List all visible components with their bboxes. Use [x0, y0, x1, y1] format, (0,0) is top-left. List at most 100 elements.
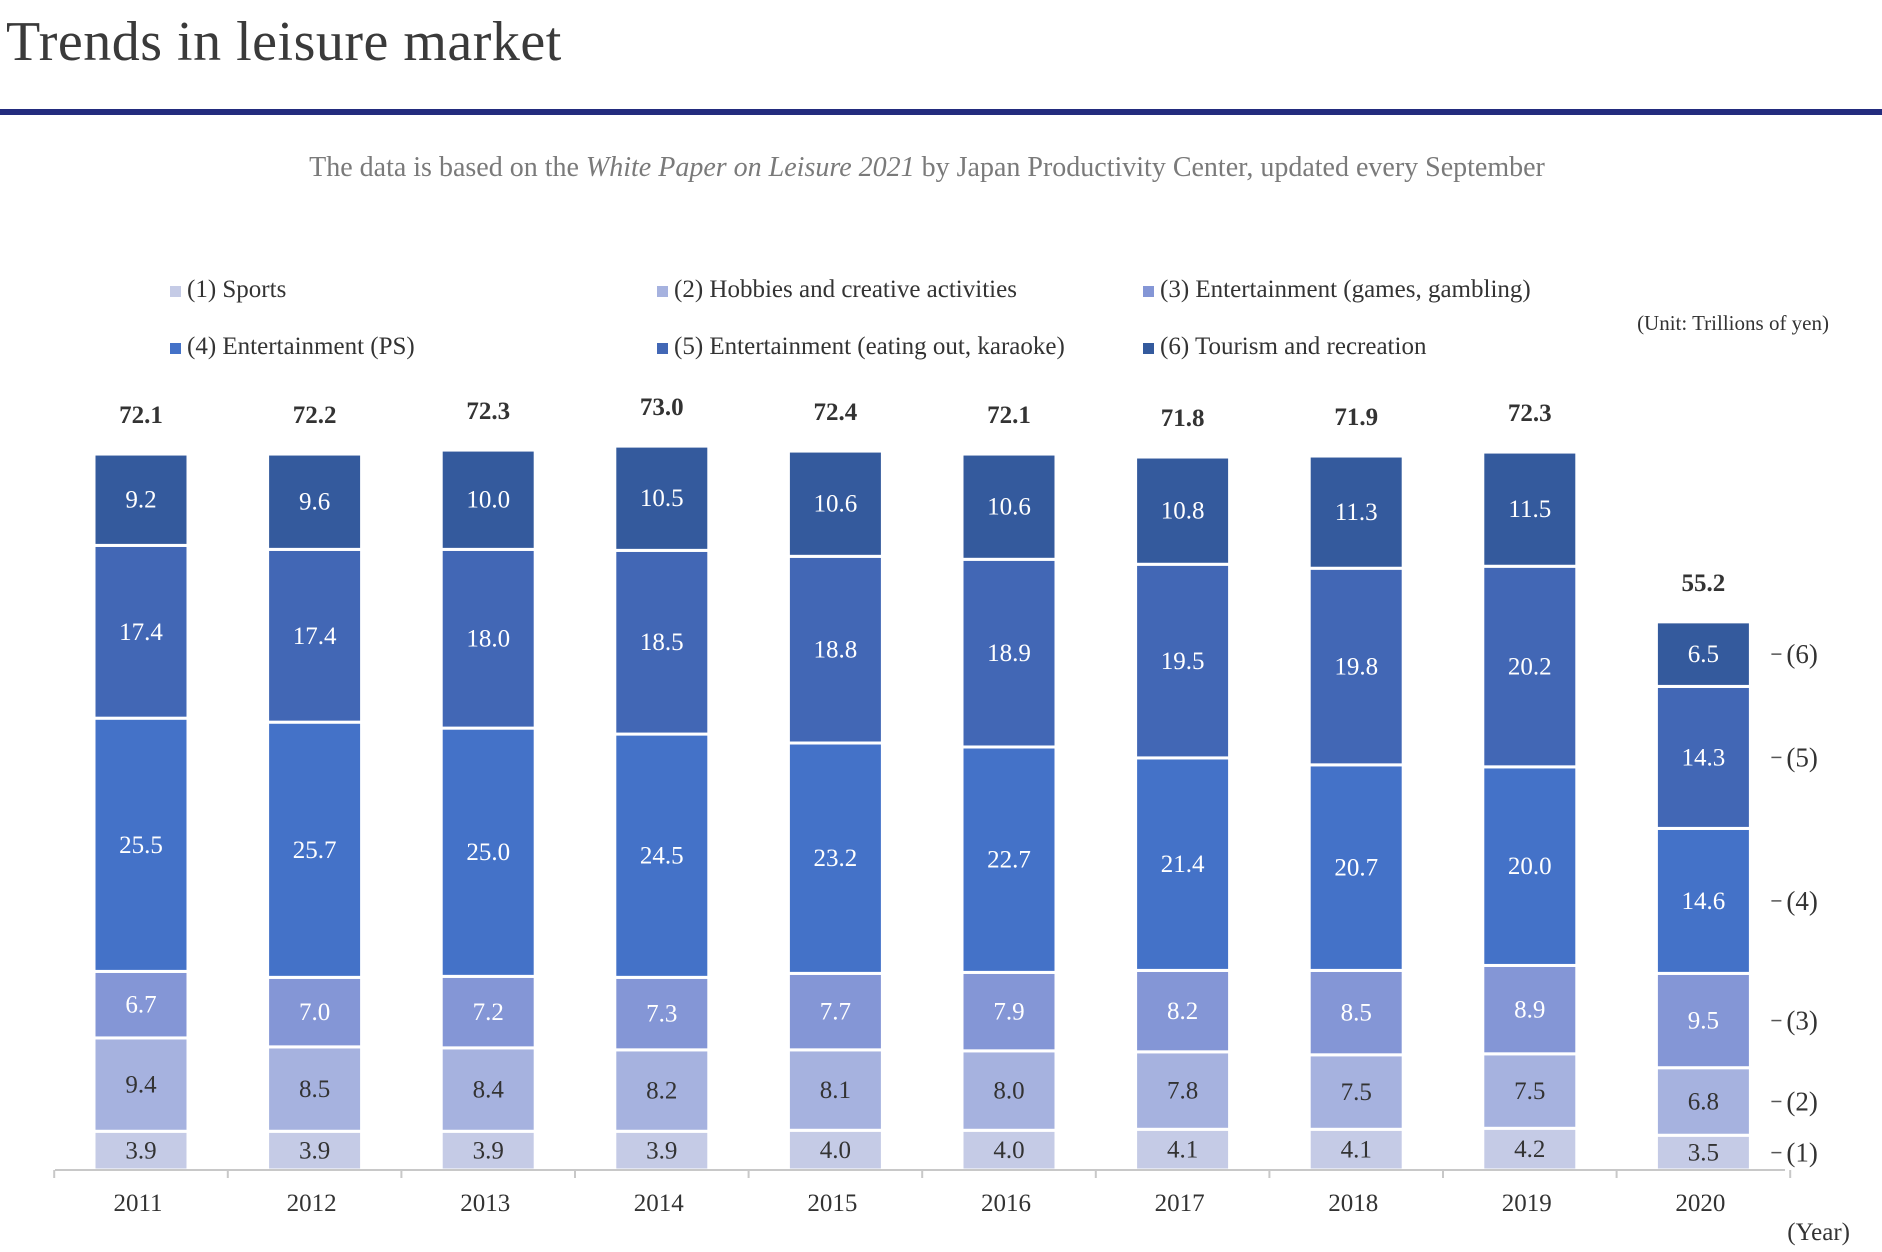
bar-value-label: 4.0: [820, 1137, 851, 1164]
legend-item: (3) Entertainment (games, gambling): [1143, 276, 1531, 303]
bar-value-label: 4.2: [1514, 1136, 1545, 1163]
legend-label: (3) Entertainment (games, gambling): [1160, 276, 1531, 303]
bar-segment: [1134, 562, 1232, 760]
bar-segment: [439, 547, 537, 730]
bar-total-label: 72.2: [293, 402, 337, 429]
bar-value-label: 3.9: [473, 1138, 504, 1165]
bar-value-label: 17.4: [293, 623, 337, 650]
bar-segment: [92, 716, 190, 973]
bar-segment: [960, 557, 1058, 749]
bar-value-label: 9.5: [1688, 1008, 1719, 1035]
bar-value-label: 14.3: [1682, 744, 1726, 771]
bar-value-label: 6.7: [125, 992, 156, 1019]
bar-total-label: 72.3: [466, 398, 510, 425]
bar-segment: [1654, 1066, 1752, 1137]
legend-swatch: [657, 286, 668, 297]
bar-segment: [786, 1048, 884, 1132]
bar-total-label: 71.9: [1334, 404, 1378, 431]
bar-stacks: 3.9 9.4 6.7 25.5 17.4 9.2 72.1 3.9 8.5 7.0 25.7 17.…: [92, 394, 1752, 1172]
legend-label: (5) Entertainment (eating out, karaoke): [674, 333, 1065, 360]
series-tag: (6): [1771, 639, 1818, 669]
legend-label: (1) Sports: [187, 276, 286, 303]
x-tick-label: 2020: [1675, 1190, 1725, 1217]
bar-value-label: 19.8: [1334, 654, 1378, 681]
x-axis-label: (Year): [1787, 1219, 1850, 1246]
bar-segment: [266, 720, 364, 979]
bar-stack: 4.2 7.5 8.9 20.0 20.2 11.5 72.3: [1481, 400, 1579, 1172]
bar-segment: [266, 1045, 364, 1133]
bar-stack: 4.1 7.5 8.5 20.7 19.8 11.3 71.9: [1307, 404, 1405, 1172]
bar-total-label: 72.3: [1508, 400, 1552, 427]
bar-segment: [266, 975, 364, 1049]
bar-segment: [960, 745, 1058, 974]
bar-value-label: 7.5: [1514, 1078, 1545, 1105]
legend-item: (5) Entertainment (eating out, karaoke): [657, 333, 1065, 360]
bar-value-label: 24.5: [640, 843, 684, 870]
series-tag-label: (4): [1786, 886, 1817, 916]
bar-total-label: 72.1: [987, 402, 1031, 429]
bar-segment: [439, 726, 537, 978]
bar-value-label: 10.6: [814, 491, 858, 518]
bar-value-label: 4.0: [993, 1137, 1024, 1164]
bar-stack: 3.9 8.5 7.0 25.7 17.4 9.6 72.2: [266, 402, 364, 1172]
series-tag: (3): [1771, 1006, 1818, 1036]
legend-swatch: [170, 343, 181, 354]
bar-value-label: 8.4: [473, 1077, 505, 1104]
bar-value-label: 9.6: [299, 489, 330, 516]
series-tag-label: (2): [1786, 1086, 1817, 1116]
chart-legend: (1) Sports (2) Hobbies and creative activ…: [170, 276, 1531, 360]
bar-segment: [1307, 454, 1405, 570]
bar-value-label: 8.5: [1341, 1000, 1372, 1027]
bar-segment: [613, 1129, 711, 1172]
bar-segment: [1654, 971, 1752, 1070]
bar-value-label: 20.7: [1334, 855, 1378, 882]
bar-total-label: 72.1: [119, 402, 163, 429]
bar-value-label: 14.6: [1682, 888, 1726, 915]
bar-total-label: 55.2: [1682, 570, 1726, 597]
chart-subtitle: The data is based on the White Paper on …: [0, 152, 1854, 184]
x-tick-label: 2017: [1155, 1190, 1205, 1217]
bar-value-label: 6.8: [1688, 1088, 1719, 1115]
legend-swatch: [1143, 343, 1154, 354]
x-tick-label: 2018: [1328, 1190, 1378, 1217]
bar-value-label: 3.9: [646, 1138, 677, 1165]
series-tag-label: (3): [1786, 1006, 1817, 1036]
bar-stack: 3.9 8.2 7.3 24.5 18.5 10.5 73.0: [613, 394, 711, 1172]
bar-value-label: 11.3: [1335, 499, 1378, 526]
bar-value-label: 9.4: [125, 1072, 157, 1099]
bar-segment: [1134, 968, 1232, 1054]
legend-swatch: [1143, 286, 1154, 297]
bar-value-label: 20.0: [1508, 853, 1552, 880]
page-title: Trends in leisure market: [6, 11, 562, 73]
bar-value-label: 10.0: [466, 487, 510, 514]
unit-note: (Unit: Trillions of yen): [1637, 311, 1829, 335]
bar-value-label: 8.5: [299, 1076, 330, 1103]
legend-swatch: [170, 286, 181, 297]
bar-value-label: 18.8: [814, 637, 858, 664]
bar-value-label: 25.7: [293, 837, 337, 864]
bar-value-label: 18.9: [987, 640, 1031, 667]
bar-stack: 3.9 9.4 6.7 25.5 17.4 9.2 72.1: [92, 402, 190, 1172]
bar-segment: [613, 732, 711, 979]
bar-value-label: 25.5: [119, 832, 163, 859]
bar-value-label: 18.5: [640, 629, 684, 656]
x-tick-label: 2011: [113, 1190, 162, 1217]
bar-segment: [1481, 450, 1579, 568]
legend-item: (4) Entertainment (PS): [170, 333, 415, 360]
bar-segment: [613, 444, 711, 552]
bar-value-label: 4.1: [1341, 1137, 1372, 1164]
bar-total-label: 72.4: [814, 399, 858, 426]
bar-value-label: 7.7: [820, 999, 851, 1026]
bar-segment: [1307, 763, 1405, 972]
bar-value-label: 19.5: [1161, 648, 1205, 675]
bar-segment: [613, 548, 711, 736]
bar-stack: 4.0 8.0 7.9 22.7 18.9 10.6 72.1: [960, 402, 1058, 1172]
bar-value-label: 8.9: [1514, 997, 1545, 1024]
bar-value-label: 17.4: [119, 619, 163, 646]
bar-value-label: 3.9: [125, 1138, 156, 1165]
bar-segment: [1307, 968, 1405, 1057]
bar-value-label: 7.0: [299, 999, 330, 1026]
legend-label: (4) Entertainment (PS): [187, 333, 415, 360]
bar-value-label: 8.2: [1167, 998, 1198, 1025]
bar-value-label: 11.5: [1508, 496, 1551, 523]
